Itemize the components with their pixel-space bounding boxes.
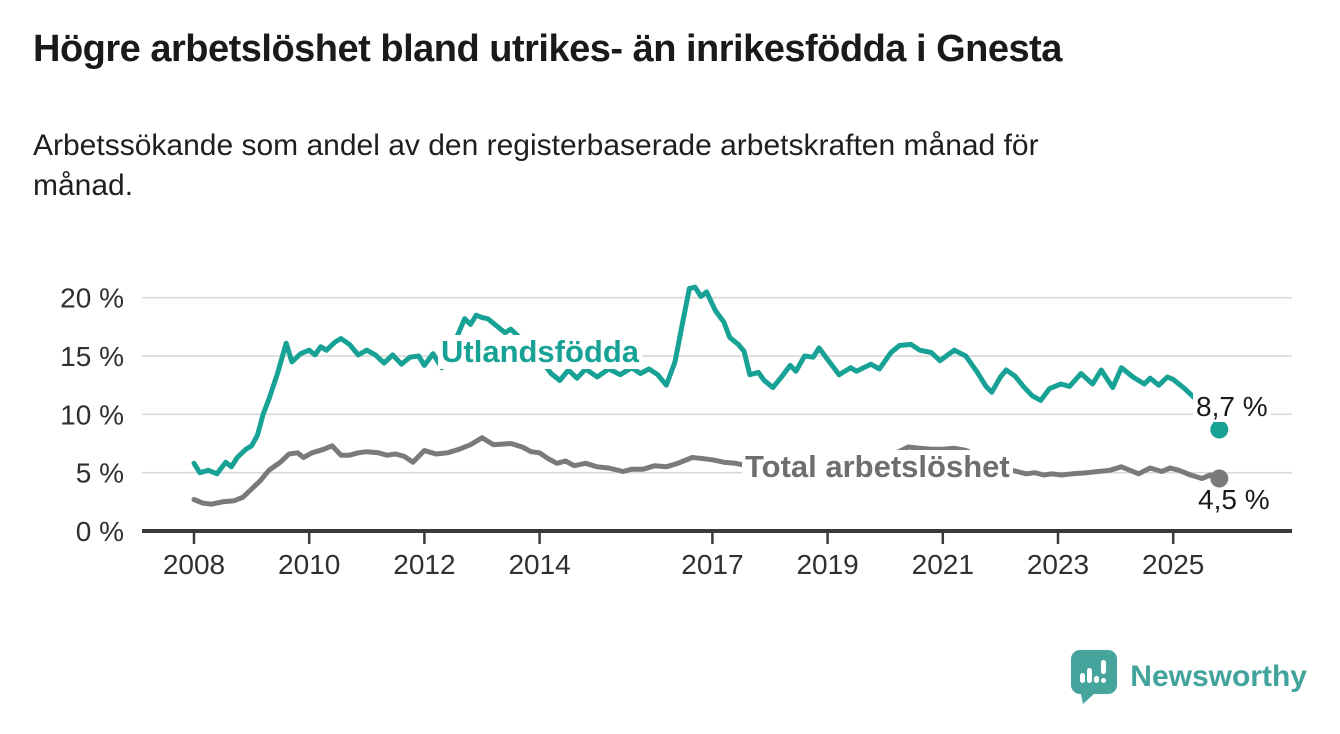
x-tick-label-2010: 2010 bbox=[278, 549, 340, 580]
x-tick-label-2021: 2021 bbox=[912, 549, 974, 580]
y-tick-label-15: 15 % bbox=[60, 341, 124, 372]
x-tick-label-2008: 2008 bbox=[163, 549, 225, 580]
newsworthy-logo: Newsworthy bbox=[1071, 650, 1307, 704]
page-title: Högre arbetslöshet bland utrikes- än inr… bbox=[33, 28, 1062, 70]
chart-subtitle: Arbetssökande som andel av den registerb… bbox=[33, 126, 1039, 206]
x-tick-label-2012: 2012 bbox=[393, 549, 455, 580]
end-value-label-utlandsfodda: 8,7 % bbox=[1193, 392, 1271, 422]
y-tick-label-10: 10 % bbox=[60, 399, 124, 430]
x-tick-label-2019: 2019 bbox=[796, 549, 858, 580]
x-tick-label-2025: 2025 bbox=[1142, 549, 1204, 580]
x-tick-label-2014: 2014 bbox=[508, 549, 570, 580]
series-label-utlandsfodda: Utlandsfödda bbox=[438, 335, 643, 369]
subtitle-line-1: Arbetssökande som andel av den registerb… bbox=[33, 129, 1039, 162]
y-tick-label-0: 0 % bbox=[76, 516, 124, 547]
series-end-dot-utlandsfodda bbox=[1210, 420, 1229, 439]
y-tick-label-5: 5 % bbox=[76, 458, 124, 489]
series-end-dot-total bbox=[1210, 469, 1229, 488]
newsworthy-bubble-chart-icon bbox=[1071, 650, 1118, 704]
subtitle-line-2: månad. bbox=[33, 169, 134, 202]
newsworthy-wordmark: Newsworthy bbox=[1130, 660, 1307, 693]
series-label-total-arbetsloshet: Total arbetslöshet bbox=[742, 450, 1013, 484]
end-value-label-total: 4,5 % bbox=[1198, 484, 1270, 515]
x-tick-label-2023: 2023 bbox=[1027, 549, 1089, 580]
y-tick-label-20: 20 % bbox=[60, 283, 124, 314]
x-tick-label-2017: 2017 bbox=[681, 549, 743, 580]
series-line-utlandsfodda bbox=[191, 284, 1222, 477]
series-line-total bbox=[191, 435, 1222, 507]
